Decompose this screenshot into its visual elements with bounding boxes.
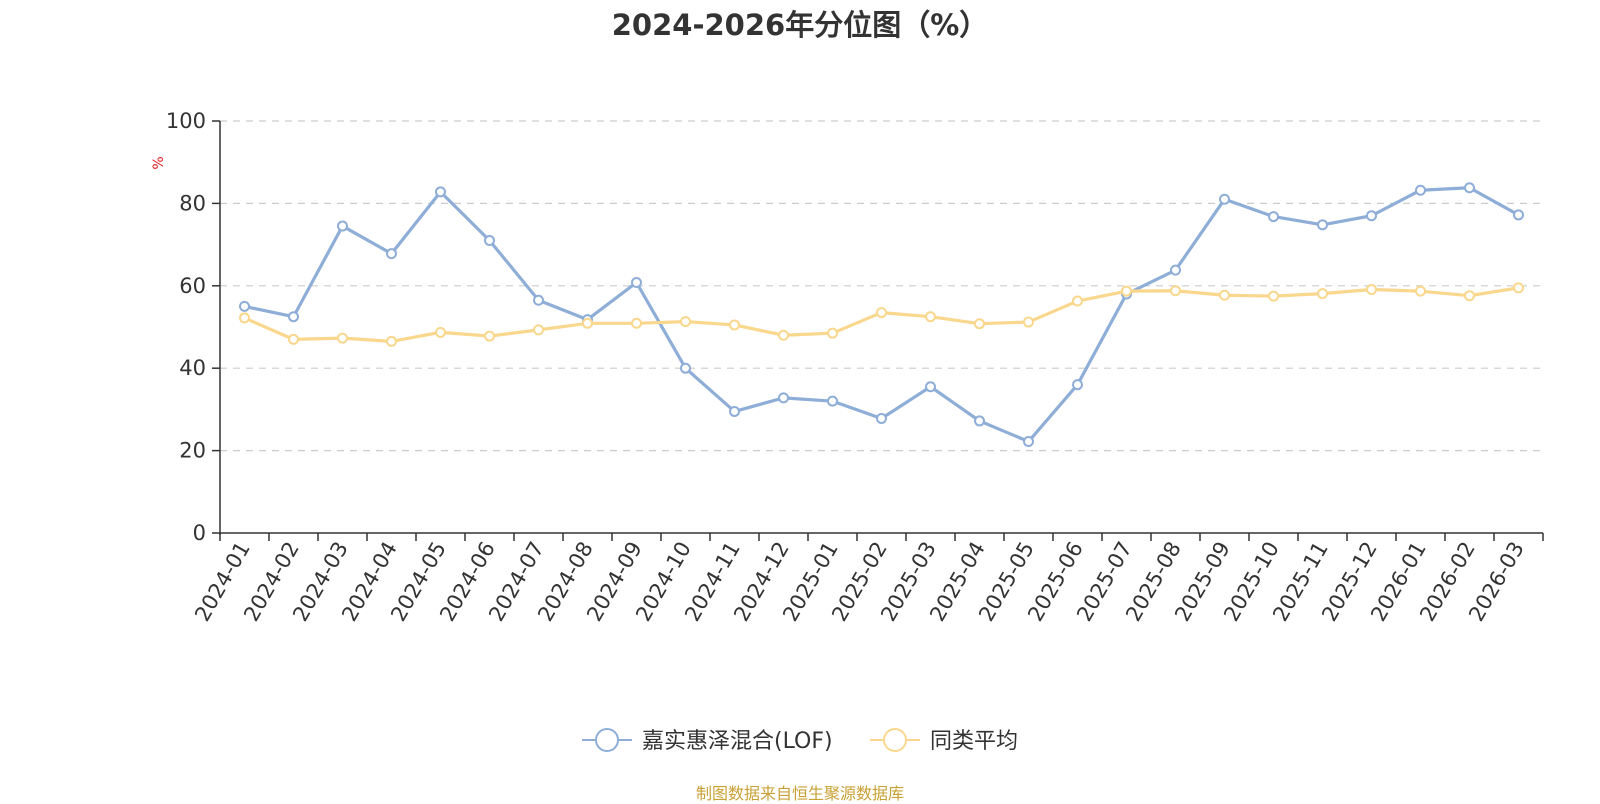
data-point (1366, 284, 1377, 296)
y-tick-label: 80 (179, 191, 206, 215)
y-tick-label: 0 (193, 521, 206, 545)
data-point (435, 326, 446, 338)
data-point (1268, 290, 1279, 302)
data-point (1415, 285, 1426, 297)
data-point (1317, 219, 1328, 231)
data-point (974, 415, 985, 427)
data-point (778, 329, 789, 341)
data-point (1121, 285, 1132, 297)
data-point (1513, 209, 1524, 221)
legend-label: 嘉实惠泽混合(LOF) (642, 729, 833, 754)
data-point (827, 395, 838, 407)
data-point (435, 186, 446, 198)
y-tick-label: 60 (179, 274, 206, 298)
data-point (239, 300, 250, 312)
data-point (1464, 290, 1475, 302)
legend[interactable]: 嘉实惠泽混合(LOF) 同类平均 (582, 728, 1018, 754)
data-point (876, 307, 887, 319)
data-point (484, 330, 495, 342)
data-point (533, 324, 544, 336)
data-point (337, 332, 348, 344)
data-point (1464, 182, 1475, 194)
data-point (533, 294, 544, 306)
data-point (876, 412, 887, 424)
data-point (925, 311, 936, 323)
data-point (386, 248, 397, 260)
data-point (827, 327, 838, 339)
legend-item-2[interactable]: 同类平均 (870, 728, 1018, 754)
chart-title: 2024-2026年分位图（%） (611, 8, 989, 42)
data-point (484, 234, 495, 246)
data-point (1023, 316, 1034, 328)
data-point (631, 277, 642, 289)
data-point (288, 333, 299, 345)
data-point (1366, 210, 1377, 222)
data-point (337, 220, 348, 232)
data-point (1170, 264, 1181, 276)
data-point (729, 319, 740, 331)
data-point (1219, 193, 1230, 205)
data-point (1170, 285, 1181, 297)
data-point (729, 405, 740, 417)
y-axis-label: % (151, 156, 167, 169)
y-tick-label: 20 (179, 439, 206, 463)
legend-marker-icon (595, 728, 619, 752)
data-point (582, 317, 593, 329)
data-point (1072, 379, 1083, 391)
legend-label: 同类平均 (930, 729, 1018, 754)
data-point (1219, 289, 1230, 301)
data-point (1023, 436, 1034, 448)
data-point (974, 318, 985, 330)
series-lines (239, 182, 1524, 448)
data-point (239, 312, 250, 324)
data-point (288, 311, 299, 323)
y-tick-label: 40 (179, 356, 206, 380)
data-point (1072, 295, 1083, 307)
legend-marker-icon (883, 728, 907, 752)
data-point (925, 381, 936, 393)
data-point (778, 392, 789, 404)
axes: 020406080100%2024-012024-022024-032024-0… (151, 109, 1544, 625)
data-point (386, 335, 397, 347)
grid-lines (220, 120, 1543, 452)
source-note: 制图数据来自恒生聚源数据库 (695, 784, 904, 803)
data-point (1317, 288, 1328, 300)
data-point (1513, 282, 1524, 294)
data-point (680, 316, 691, 328)
data-point (631, 317, 642, 329)
legend-item-1[interactable]: 嘉实惠泽混合(LOF) (582, 728, 833, 754)
data-point (1268, 211, 1279, 223)
data-point (680, 362, 691, 374)
y-tick-label: 100 (166, 109, 206, 133)
data-point (1415, 184, 1426, 196)
